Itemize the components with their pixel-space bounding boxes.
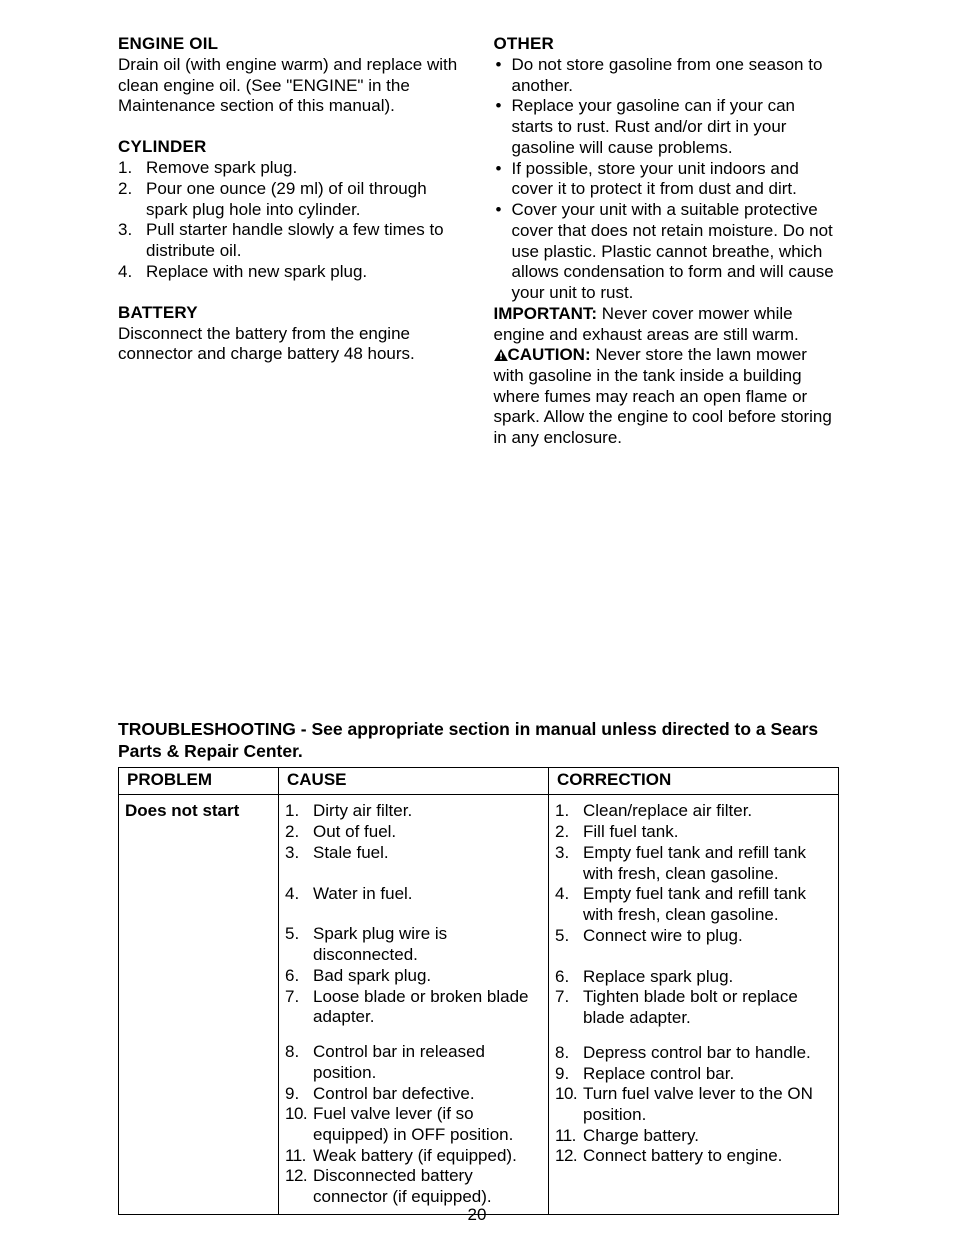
- important-label: IMPORTANT:: [494, 304, 598, 323]
- list-item: 10.Fuel valve lever (if so equipped) in …: [285, 1104, 544, 1145]
- col-cause-header: CAUSE: [279, 767, 549, 795]
- manual-page: ENGINE OIL Drain oil (with engine warm) …: [0, 0, 954, 1235]
- col-correction-header: CORRECTION: [549, 767, 839, 795]
- list-item: 11.Charge battery.: [555, 1126, 834, 1147]
- engine-oil-body: Drain oil (with engine warm) and replace…: [118, 55, 464, 117]
- list-item: 2.Out of fuel.: [285, 822, 544, 843]
- battery-title: BATTERY: [118, 303, 464, 323]
- list-item: 6.Replace spark plug.: [555, 967, 834, 988]
- list-item: 7.Tighten blade bolt or replace blade ad…: [555, 987, 834, 1028]
- list-item: 1.Remove spark plug.: [118, 158, 464, 179]
- cylinder-list: 1.Remove spark plug.2.Pour one ounce (29…: [118, 158, 464, 282]
- list-item: 1.Dirty air filter.: [285, 801, 544, 822]
- list-item: 4.Water in fuel.: [285, 884, 544, 905]
- cell-problem: Does not start: [119, 795, 279, 1214]
- list-item: 2.Fill fuel tank.: [555, 822, 834, 843]
- list-item: 9.Replace control bar.: [555, 1064, 834, 1085]
- list-item: 10.Turn fuel valve lever to the ON posit…: [555, 1084, 834, 1125]
- list-item: 5.Connect wire to plug.: [555, 926, 834, 947]
- engine-oil-title: ENGINE OIL: [118, 34, 464, 54]
- list-item: 11.Weak battery (if equipped).: [285, 1146, 544, 1167]
- list-item: Replace your gasoline can if your can st…: [494, 96, 840, 158]
- list-item: 6.Bad spark plug.: [285, 966, 544, 987]
- list-item: 2.Pour one ounce (29 ml) of oil through …: [118, 179, 464, 220]
- list-item: 3.Pull starter handle slowly a few times…: [118, 220, 464, 261]
- caution-label: CAUTION:: [508, 345, 591, 364]
- list-item: 8.Control bar in released position.: [285, 1042, 544, 1083]
- list-item: 12.Disconnected battery connector (if eq…: [285, 1166, 544, 1207]
- list-item: 3.Stale fuel.: [285, 843, 544, 864]
- list-item: 4.Replace with new spark plug.: [118, 262, 464, 283]
- cylinder-title: CYLINDER: [118, 137, 464, 157]
- troubleshooting-table: PROBLEM CAUSE CORRECTION Does not start …: [118, 767, 839, 1215]
- page-number: 20: [0, 1205, 954, 1225]
- problem-text: Does not start: [125, 801, 239, 820]
- two-column-layout: ENGINE OIL Drain oil (with engine warm) …: [118, 34, 839, 449]
- list-item: 9.Control bar defective.: [285, 1084, 544, 1105]
- col-problem-header: PROBLEM: [119, 767, 279, 795]
- right-column: OTHER Do not store gasoline from one sea…: [494, 34, 840, 449]
- table-header-row: PROBLEM CAUSE CORRECTION: [119, 767, 839, 795]
- list-item: If possible, store your unit indoors and…: [494, 159, 840, 200]
- cell-cause: 1.Dirty air filter.2.Out of fuel.3.Stale…: [279, 795, 549, 1214]
- list-item: 12.Connect battery to engine.: [555, 1146, 834, 1167]
- list-item: Do not store gasoline from one season to…: [494, 55, 840, 96]
- warning-triangle-icon: [494, 349, 508, 361]
- other-list: Do not store gasoline from one season to…: [494, 55, 840, 304]
- list-item: 4.Empty fuel tank and refill tank with f…: [555, 884, 834, 925]
- list-item: Cover your unit with a suitable protecti…: [494, 200, 840, 304]
- cell-correction: 1.Clean/replace air filter.2.Fill fuel t…: [549, 795, 839, 1214]
- left-column: ENGINE OIL Drain oil (with engine warm) …: [118, 34, 464, 449]
- caution-note: CAUTION: Never store the lawn mower with…: [494, 345, 840, 449]
- list-item: 5.Spark plug wire is disconnected.: [285, 924, 544, 965]
- important-note: IMPORTANT: Never cover mower while engin…: [494, 304, 840, 345]
- list-item: 8.Depress control bar to handle.: [555, 1043, 834, 1064]
- battery-body: Disconnect the battery from the engine c…: [118, 324, 464, 365]
- troubleshooting-title: TROUBLESHOOTING - See appropriate sectio…: [118, 719, 839, 763]
- table-row: Does not start 1.Dirty air filter.2.Out …: [119, 795, 839, 1214]
- list-item: 3.Empty fuel tank and refill tank with f…: [555, 843, 834, 884]
- list-item: 1.Clean/replace air filter.: [555, 801, 834, 822]
- list-item: 7.Loose blade or broken blade adapter.: [285, 987, 544, 1028]
- other-title: OTHER: [494, 34, 840, 54]
